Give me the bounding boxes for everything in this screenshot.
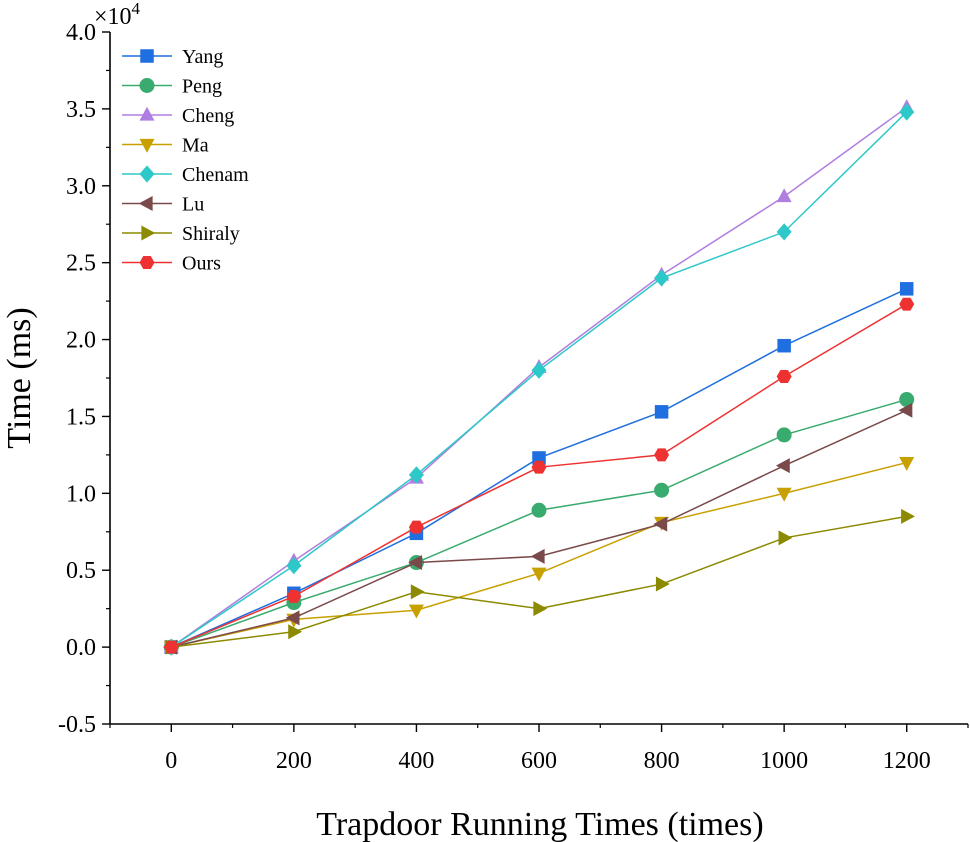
legend-label-cheng: Cheng — [182, 105, 234, 127]
legend-marker-lu — [138, 196, 153, 211]
legend-marker-chenam — [139, 165, 155, 183]
data-point-peng — [531, 502, 547, 518]
y-tick-label: 0.0 — [66, 635, 96, 661]
data-point-shiraly — [655, 576, 670, 592]
legend-label-ours: Ours — [182, 253, 221, 275]
data-point-yang — [654, 405, 669, 419]
y-tick-label: 1.5 — [66, 404, 96, 430]
y-tick-label: 3.5 — [66, 97, 96, 123]
data-point-chenam — [654, 269, 670, 287]
data-point-shiraly — [533, 601, 548, 617]
legend-item-yang: Yang — [122, 46, 223, 68]
legend-marker-peng — [139, 78, 155, 93]
legend-label-ma: Ma — [182, 135, 209, 157]
series-line-chenam — [170, 111, 908, 648]
legend-label-shiraly: Shiraly — [182, 223, 240, 245]
legend-item-lu: Lu — [122, 194, 204, 216]
x-tick-label: 600 — [521, 748, 557, 774]
legend: Yang Peng Cheng Ma Chenam Lu Shiraly Ours — [122, 46, 249, 275]
data-point-shiraly — [778, 530, 793, 546]
x-tick-label: 200 — [276, 748, 312, 774]
legend-item-shiraly: Shiraly — [122, 223, 240, 245]
series-peng — [163, 392, 915, 655]
data-point-ma — [531, 567, 547, 582]
legend-marker-shiraly — [141, 225, 156, 241]
data-point-ours — [286, 589, 302, 603]
data-point-lu — [775, 458, 790, 474]
legend-item-cheng: Cheng — [122, 105, 234, 127]
y-tick-label: 2.5 — [66, 251, 96, 277]
data-point-peng — [776, 427, 792, 443]
legend-item-chenam: Chenam — [122, 164, 249, 186]
series-shiraly — [165, 508, 915, 655]
y-tick-label: 3.0 — [66, 174, 96, 200]
data-point-lu — [408, 555, 423, 571]
legend-marker-cheng — [139, 106, 155, 121]
x-tick-label: 0 — [165, 748, 177, 774]
data-point-ours — [776, 369, 792, 383]
legend-item-ma: Ma — [122, 135, 209, 157]
data-point-cheng — [776, 188, 792, 203]
data-point-ma — [408, 604, 424, 619]
y-tick-label: 4.0 — [66, 20, 96, 46]
y-axis-title: Time (ms) — [1, 307, 38, 448]
data-point-shiraly — [901, 508, 915, 524]
axes: -0.5 0.0 0.5 1.0 1.5 2.0 2.5 3.0 3.5 4.0 0 200 400 60… — [58, 20, 969, 774]
data-point-ma — [899, 456, 915, 471]
legend-marker-yang — [140, 49, 154, 63]
series-line-shiraly — [171, 515, 907, 648]
data-point-chenam — [286, 556, 302, 575]
x-tick-label: 1000 — [760, 748, 808, 774]
data-point-lu — [653, 516, 668, 532]
data-point-lu — [898, 402, 913, 418]
data-point-chenam — [899, 103, 915, 121]
data-point-shiraly — [410, 584, 425, 600]
data-point-yang — [777, 338, 791, 353]
series-ours — [163, 297, 915, 654]
series-lu — [163, 402, 913, 655]
y-tick-label: 2.0 — [66, 328, 96, 354]
series-line-ours — [170, 303, 908, 648]
x-tick-label: 1200 — [883, 748, 931, 774]
data-point-lu — [285, 610, 300, 626]
legend-label-yang: Yang — [182, 46, 223, 68]
y-tick-label: 0.5 — [66, 558, 96, 584]
y-tick-label: 1.0 — [66, 481, 96, 507]
data-point-ours — [531, 460, 547, 474]
data-point-ours — [163, 640, 179, 654]
data-point-peng — [899, 392, 915, 408]
legend-marker-ours — [139, 256, 155, 269]
y-tick-label: -0.5 — [58, 712, 96, 738]
series-group — [163, 99, 915, 656]
x-axis-title: Trapdoor Running Times (times) — [316, 806, 763, 842]
data-point-chenam — [408, 466, 424, 484]
legend-label-peng: Peng — [182, 76, 222, 98]
data-point-ours — [654, 448, 670, 462]
legend-label-chenam: Chenam — [182, 164, 249, 186]
data-point-ma — [776, 487, 792, 502]
data-point-ours — [899, 297, 915, 311]
data-point-chenam — [776, 223, 792, 241]
data-point-shiraly — [288, 624, 303, 640]
data-point-peng — [654, 482, 670, 498]
x-tick-label: 800 — [644, 748, 680, 774]
data-point-yang — [899, 282, 914, 296]
legend-item-ours: Ours — [122, 253, 221, 275]
data-point-chenam — [531, 361, 547, 379]
legend-item-peng: Peng — [122, 76, 222, 98]
y-scale-label: ×104 — [94, 0, 141, 30]
legend-marker-ma — [139, 138, 155, 153]
data-point-ours — [408, 520, 424, 534]
data-point-lu — [530, 548, 545, 564]
x-tick-label: 400 — [398, 748, 434, 774]
legend-label-lu: Lu — [182, 194, 204, 216]
